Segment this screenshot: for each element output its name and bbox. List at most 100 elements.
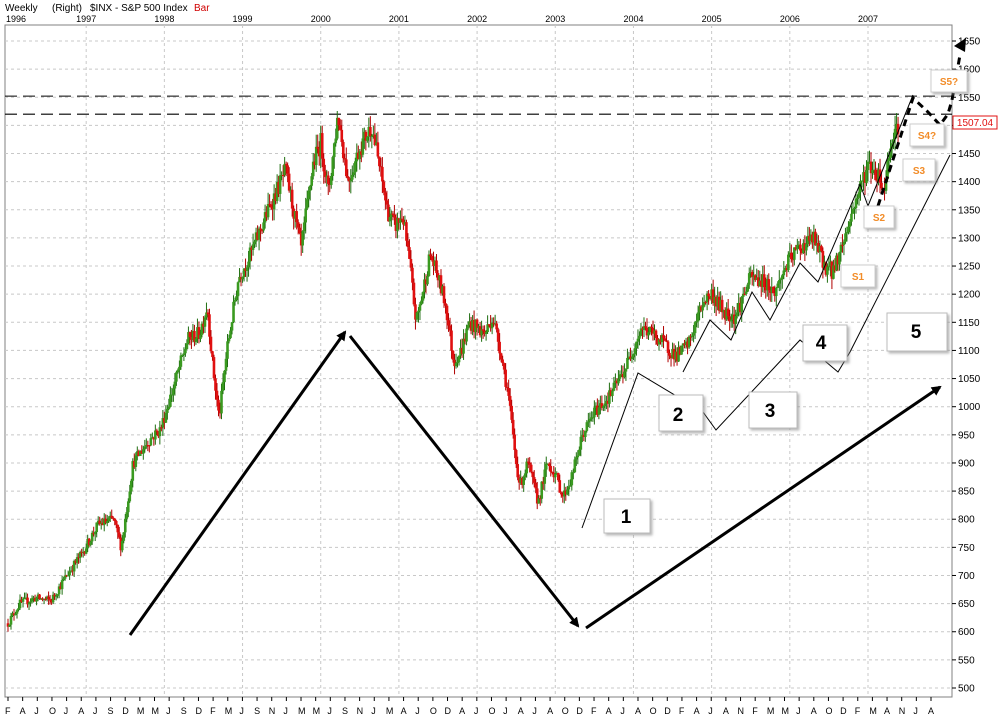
price-bar-body-241 — [369, 126, 372, 137]
elliott-wave-line — [581, 154, 951, 529]
price-bar-body-496 — [752, 275, 756, 277]
price-bar-body-584 — [884, 178, 888, 191]
price-bar-body-46 — [75, 557, 79, 563]
price-bar-body-85 — [134, 455, 138, 467]
price-bar-body-320 — [487, 324, 491, 326]
price-bar-body-151 — [233, 300, 237, 302]
price-bar-body-101 — [158, 427, 162, 437]
price-bar-body-381 — [579, 436, 583, 450]
price-bar-body-318 — [484, 332, 488, 334]
price-bar-body-273 — [417, 310, 420, 313]
price-bar-body-113 — [176, 370, 180, 373]
price-bar-body-49 — [80, 552, 83, 554]
price-bar-body-138 — [214, 378, 217, 391]
price-bar-body-58 — [93, 532, 97, 535]
month-label-10: M — [152, 706, 160, 716]
price-bar-body-249 — [381, 166, 384, 182]
price-bar-body-233 — [357, 152, 360, 160]
price-bar-body-263 — [402, 219, 405, 225]
price-bar-body-397 — [603, 403, 607, 407]
projection-arrowhead — [954, 38, 966, 52]
price-bar-body-473 — [717, 296, 721, 311]
price-bar-body-76 — [120, 540, 124, 551]
price-bar-body-293 — [447, 320, 450, 326]
price-bar-body-548 — [830, 261, 834, 279]
month-label-12: S — [181, 706, 187, 716]
price-bar-body-68 — [108, 515, 112, 519]
price-bar-body-352 — [535, 488, 539, 504]
price-bar-body-18 — [33, 597, 37, 602]
year-label-1997: 1997 — [76, 14, 96, 24]
price-bar-body-552 — [836, 255, 840, 265]
price-bar-body-522 — [791, 259, 795, 261]
price-bar-body-516 — [782, 270, 786, 276]
year-label-2004: 2004 — [623, 14, 643, 24]
month-label-23: S — [342, 706, 348, 716]
price-bar-body-398 — [605, 400, 608, 404]
price-bar-body-544 — [824, 262, 828, 275]
ylabel-1600: 1600 — [958, 65, 981, 76]
subwave-label-boxes: S1 S2 S3 S4? S5? — [840, 69, 968, 288]
price-bar-body-417 — [633, 348, 637, 355]
price-bar-body-51 — [83, 551, 86, 554]
price-bar-body-494 — [749, 271, 753, 274]
price-bar-body-421 — [639, 328, 643, 336]
price-bar-body-508 — [770, 287, 774, 293]
price-bar-body-342 — [520, 477, 524, 485]
month-label-4: J — [64, 706, 69, 716]
price-bar-body-246 — [376, 142, 380, 157]
price-bar-body-36 — [60, 580, 64, 590]
price-bar-body-184 — [283, 163, 286, 176]
price-bar-body-574 — [869, 161, 873, 174]
price-bar-body-438 — [665, 340, 668, 342]
price-bar-body-486 — [737, 302, 740, 313]
price-bar-body-257 — [393, 214, 396, 218]
year-label-1998: 1998 — [154, 14, 174, 24]
price-bar-body-368 — [559, 492, 563, 495]
price-bar-body-483 — [732, 314, 736, 324]
price-bar-body-351 — [534, 482, 538, 489]
price-bar-body-470 — [713, 296, 716, 303]
wave-label-boxes: 1 2 3 4 5 — [603, 312, 948, 534]
price-bar-body-155 — [239, 276, 243, 280]
price-bar-body-186 — [286, 165, 289, 174]
ylabel-650: 650 — [958, 599, 975, 610]
s4-box — [909, 123, 945, 147]
price-bar-body-14 — [27, 602, 31, 605]
price-bar-body-212 — [325, 175, 329, 178]
price-bar-body-294 — [448, 325, 452, 331]
price-bar-body-471 — [714, 296, 718, 307]
s2-label: S2 — [873, 213, 886, 224]
month-label-51: F — [752, 706, 758, 716]
price-bar-body-526 — [797, 244, 801, 246]
price-bar-body-227 — [347, 178, 351, 182]
price-bar-body-554 — [839, 244, 843, 253]
price-bar-body-87 — [137, 451, 141, 456]
price-bar-body-515 — [781, 275, 784, 280]
price-bar-body-283 — [432, 260, 435, 267]
s3-box — [902, 158, 936, 182]
price-bar-body-462 — [701, 306, 704, 311]
price-bar-body-403 — [612, 382, 616, 391]
price-bar-body-12 — [24, 597, 28, 599]
price-bar-body-424 — [644, 326, 647, 328]
price-bar-body-521 — [790, 252, 793, 260]
price-bar-body-37 — [62, 578, 65, 581]
price-bar-body-573 — [868, 161, 871, 163]
month-label-46: F — [679, 706, 685, 716]
price-bar-body-127 — [197, 327, 201, 340]
price-bar-body-90 — [142, 449, 145, 454]
price-bar-body-192 — [295, 211, 298, 223]
price-bar-body-362 — [550, 472, 554, 474]
price-bar-body-284 — [433, 260, 437, 267]
price-bar-body-224 — [343, 158, 347, 160]
price-bar-body-472 — [716, 296, 719, 307]
wave-3-box — [748, 391, 798, 429]
price-bar-body-59 — [95, 522, 99, 533]
price-bar-body-156 — [241, 277, 244, 280]
price-bar-body-251 — [384, 192, 387, 201]
price-bar-body-330 — [502, 363, 506, 370]
price-bar-body-512 — [776, 283, 780, 288]
price-bar-body-282 — [430, 256, 434, 261]
price-bar-body-313 — [477, 326, 480, 328]
